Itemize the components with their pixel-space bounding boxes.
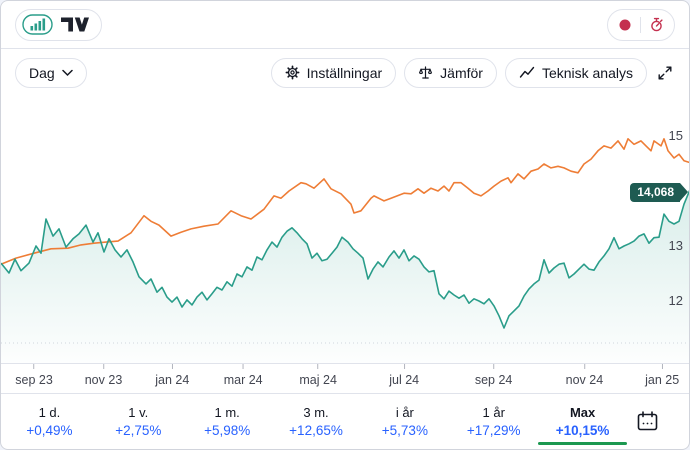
- pill-divider: [640, 16, 641, 33]
- interval-dropdown[interactable]: Dag: [15, 57, 87, 88]
- toolbar-right-group: Inställningar Jämför: [270, 57, 675, 88]
- x-tick: sep 23: [15, 364, 53, 387]
- range-tab-ytd[interactable]: i år +5,73%: [381, 405, 428, 438]
- x-tick: maj 24: [299, 364, 337, 387]
- x-tick: jan 25: [645, 364, 679, 387]
- compare-scales-icon: [418, 65, 433, 80]
- x-tick: nov 23: [85, 364, 122, 387]
- range-tab-bar: 1 d. +0,49% 1 v. +2,75% 1 m. +5,98% 3 m.…: [1, 393, 689, 449]
- trend-line-icon: [519, 65, 535, 80]
- technical-analysis-button[interactable]: Teknisk analys: [504, 57, 647, 88]
- range-tab-max[interactable]: Max +10,15%: [538, 394, 627, 449]
- compare-series-line: [1, 137, 689, 265]
- x-tick: jul 24: [389, 364, 419, 387]
- range-tab-1m[interactable]: 1 m. +5,98%: [204, 405, 251, 438]
- x-tick: sep 24: [475, 364, 512, 387]
- y-axis-label-15: 15: [668, 128, 683, 143]
- y-axis-label-12: 12: [668, 293, 683, 308]
- main-series-area: [1, 191, 689, 363]
- last-price-badge: 14,068: [630, 183, 688, 202]
- stopwatch-icon: [649, 17, 664, 32]
- x-axis: sep 23 nov 23 jan 24 mar 24 maj 24 jul 2…: [1, 363, 689, 395]
- record-dot-icon: [618, 18, 632, 32]
- fullscreen-button[interactable]: [655, 65, 675, 81]
- tradingview-logo: [61, 17, 89, 32]
- x-tick: jan 24: [155, 364, 189, 387]
- chart-svg: [1, 137, 689, 363]
- logo-link[interactable]: [15, 8, 102, 41]
- settings-label: Inställningar: [306, 64, 383, 81]
- y-axis-label-13: 13: [668, 238, 683, 253]
- header-row: [1, 1, 689, 49]
- bar-chart-logo-icon: [22, 14, 53, 35]
- expand-icon: [657, 65, 673, 81]
- interval-label: Dag: [29, 64, 55, 81]
- gear-icon: [285, 65, 300, 80]
- toolbar-row: Dag: [1, 49, 689, 96]
- range-tabs: 1 d. +0,49% 1 v. +2,75% 1 m. +5,98% 3 m.…: [5, 394, 627, 449]
- chart-area[interactable]: 15 13 12 14,068: [1, 96, 689, 363]
- range-tab-1d[interactable]: 1 d. +0,49%: [26, 405, 73, 438]
- market-status-pill: [607, 8, 675, 41]
- x-tick: nov 24: [566, 364, 603, 387]
- compare-label: Jämför: [440, 64, 483, 81]
- main-series-line: [1, 189, 689, 329]
- date-range-button[interactable]: [627, 410, 667, 433]
- technical-analysis-label: Teknisk analys: [541, 64, 633, 81]
- x-tick: mar 24: [224, 364, 263, 387]
- compare-button[interactable]: Jämför: [404, 57, 497, 88]
- settings-button[interactable]: Inställningar: [270, 57, 397, 88]
- chevron-down-icon: [61, 69, 73, 77]
- range-tab-1y[interactable]: 1 år +17,29%: [466, 405, 521, 438]
- range-tab-1v[interactable]: 1 v. +2,75%: [115, 405, 162, 438]
- range-tab-3m[interactable]: 3 m. +12,65%: [289, 405, 343, 438]
- calendar-icon: [636, 410, 659, 433]
